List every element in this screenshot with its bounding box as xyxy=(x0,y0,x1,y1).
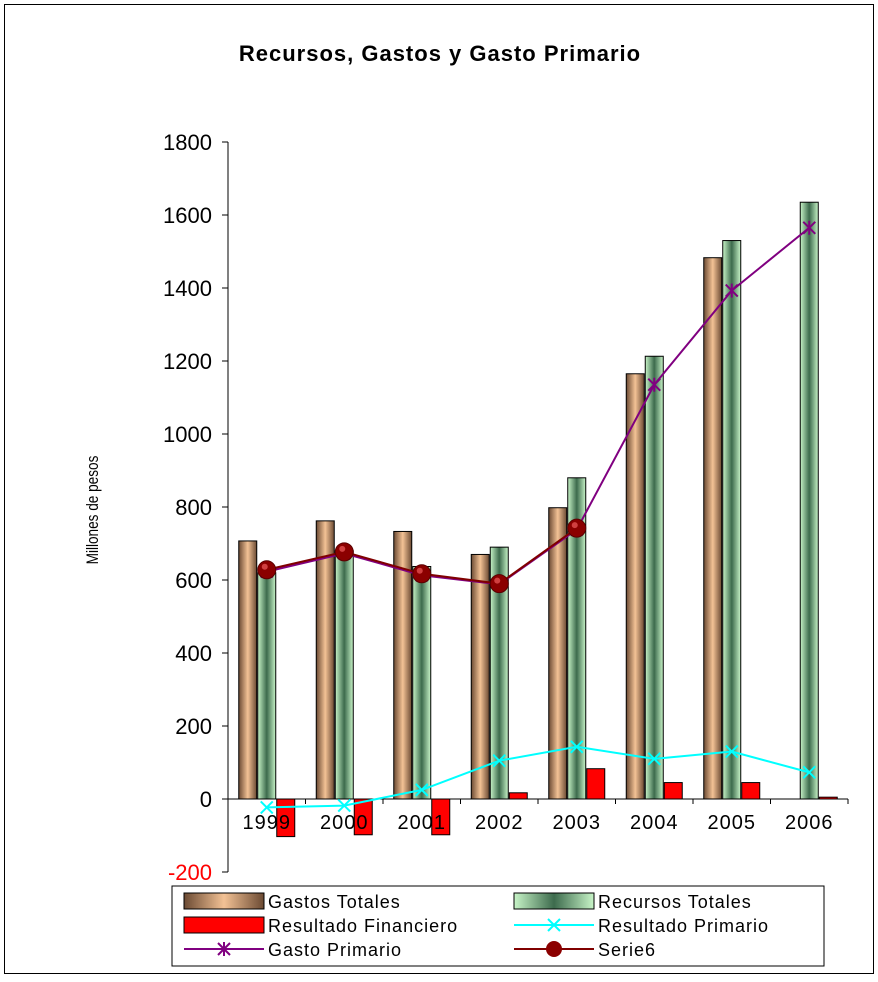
marker-serie6-highlight xyxy=(261,563,268,570)
legend-item: Serie6 xyxy=(514,940,656,960)
x-category-label: 2001 xyxy=(398,812,447,834)
marker-resultado-primario xyxy=(802,765,816,780)
marker-serie6 xyxy=(334,542,354,562)
y-tick-label: 200 xyxy=(175,714,212,739)
bar-resultado-financiero xyxy=(663,782,683,800)
y-tick-label: 1200 xyxy=(163,349,212,374)
bar-recursos-totales xyxy=(644,355,664,800)
bar-gastos-totales xyxy=(548,507,568,800)
marker-serie6 xyxy=(567,518,587,538)
legend-item: Recursos Totales xyxy=(513,892,752,912)
legend-label: Serie6 xyxy=(598,940,656,960)
marker-stroke xyxy=(260,800,274,815)
bar-recursos-totales xyxy=(799,201,819,800)
marker-gasto-primario xyxy=(802,220,816,235)
legend-marker xyxy=(546,941,562,957)
bar-resultado-financiero xyxy=(741,782,761,800)
marker-resultado-primario xyxy=(570,740,584,754)
marker-resultado-primario xyxy=(647,752,661,766)
y-axis-title: Millones de pesos xyxy=(84,455,103,564)
marker-serie6 xyxy=(489,574,509,594)
y-tick-label: 0 xyxy=(200,787,212,812)
bar-resultado-financiero xyxy=(586,768,606,800)
legend-label: Gasto Primario xyxy=(268,940,402,960)
legend-swatch xyxy=(183,916,265,934)
marker-gasto-primario xyxy=(647,377,661,392)
chart-title: Recursos, Gastos y Gasto Primario xyxy=(238,41,642,66)
marker-stroke xyxy=(570,740,584,754)
bar-recursos-totales xyxy=(257,572,277,800)
x-category-label: 2005 xyxy=(708,812,757,834)
marker-serie6-highlight xyxy=(416,567,423,574)
y-tick-label: -200 xyxy=(168,860,212,885)
legend-label: Resultado Primario xyxy=(598,916,769,936)
marker-stroke xyxy=(802,765,816,780)
bar-resultado-financiero xyxy=(818,796,838,800)
bar-resultado-financiero xyxy=(276,798,296,838)
bar-recursos-totales xyxy=(567,477,587,800)
x-category-label: 2006 xyxy=(785,812,834,834)
marker-serie6-highlight xyxy=(339,545,346,552)
marker-resultado-primario xyxy=(260,800,274,815)
legend-box xyxy=(171,885,825,967)
legend-swatch xyxy=(183,892,265,910)
legend-item: Gastos Totales xyxy=(183,892,401,912)
marker-serie6-highlight xyxy=(494,577,501,584)
bar-recursos-totales xyxy=(722,240,742,800)
y-tick-label: 1000 xyxy=(163,422,212,447)
y-tick-label: 400 xyxy=(175,641,212,666)
bar-recursos-totales xyxy=(489,546,509,800)
bar-gastos-totales xyxy=(470,553,490,800)
marker-stroke xyxy=(647,752,661,766)
x-category-label: 2002 xyxy=(475,812,524,834)
bar-resultado-financiero xyxy=(508,792,528,800)
line-resultado-primario xyxy=(266,745,810,809)
bar-recursos-totales xyxy=(412,565,432,800)
marker-serie6 xyxy=(257,560,277,580)
y-tick-label: 1600 xyxy=(163,203,212,228)
marker-resultado-primario xyxy=(492,753,506,768)
bar-resultado-financiero xyxy=(431,798,451,836)
y-tick-label: 1800 xyxy=(163,130,212,155)
marker-stroke xyxy=(725,744,739,759)
marker-serie6-highlight xyxy=(571,522,578,529)
legend-item: Resultado Primario xyxy=(514,916,769,936)
marker-resultado-primario xyxy=(725,744,739,759)
x-category-label: 2000 xyxy=(320,812,369,834)
marker-stroke xyxy=(492,753,506,768)
legend-swatch xyxy=(513,892,595,910)
bar-gastos-totales xyxy=(315,520,335,800)
bar-gastos-totales xyxy=(393,530,413,800)
y-tick-label: 600 xyxy=(175,568,212,593)
marker-serie6 xyxy=(412,564,432,584)
y-tick-label: 800 xyxy=(175,495,212,520)
y-tick-label: 1400 xyxy=(163,276,212,301)
bar-gastos-totales xyxy=(238,540,258,800)
x-category-label: 1999 xyxy=(243,812,292,834)
marker-resultado-primario xyxy=(415,783,429,797)
marker-stroke xyxy=(337,798,351,813)
marker-stroke xyxy=(415,783,429,797)
legend-item: Resultado Financiero xyxy=(183,916,458,936)
legend-label: Gastos Totales xyxy=(268,892,401,912)
bar-gastos-totales xyxy=(625,373,645,800)
legend-item: Gasto Primario xyxy=(184,940,402,960)
x-category-label: 2004 xyxy=(630,812,679,834)
x-category-label: 2003 xyxy=(553,812,602,834)
bar-recursos-totales xyxy=(334,550,354,800)
legend-label: Recursos Totales xyxy=(598,892,752,912)
marker-gasto-primario xyxy=(725,283,739,298)
bar-gastos-totales xyxy=(703,257,723,800)
legend-marker xyxy=(547,918,561,932)
marker-resultado-primario xyxy=(337,798,351,813)
legend-label: Resultado Financiero xyxy=(268,916,458,936)
bar-resultado-financiero xyxy=(353,798,373,836)
